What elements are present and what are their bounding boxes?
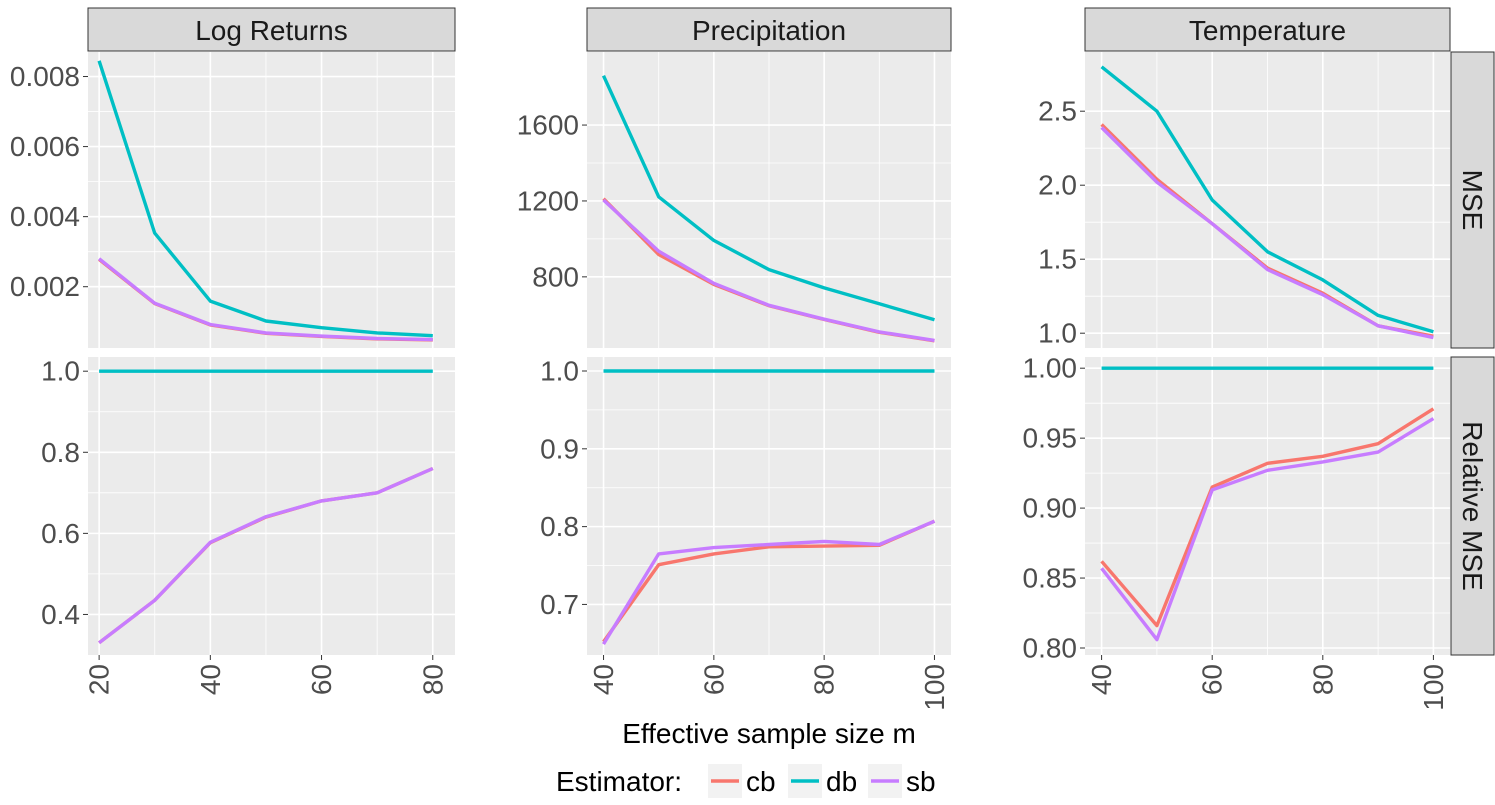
y-tick-label: 1.0 [1038, 318, 1077, 349]
series-line-db [1100, 65, 1434, 334]
y-tick-label: 1.5 [1038, 244, 1077, 275]
panel-log-returns-relative-mse: 0.4 0.6 0.8 1.0 20 40 60 80 [41, 356, 455, 695]
series-line-sb [602, 198, 935, 343]
column-strip-label: Precipitation [692, 15, 846, 46]
x-tick-label: 40 [1086, 664, 1117, 695]
y-tick-label: 1600 [517, 110, 579, 141]
row-strip-label: Relative MSE [1457, 421, 1488, 591]
y-tick-label: 1.00 [1023, 353, 1078, 384]
column-strip-log-returns: Log Returns [87, 7, 456, 52]
y-tick-label: 800 [532, 261, 579, 292]
legend-label: sb [906, 766, 936, 797]
series-line-sb [98, 257, 433, 342]
legend: Estimator: cb db sb [556, 764, 936, 798]
y-tick-label: 1.0 [540, 356, 579, 387]
panel-precipitation-relative-mse: 0.7 0.8 0.9 1.0 40 60 80 100 [540, 356, 951, 711]
row-strip-label: MSE [1457, 170, 1488, 231]
x-tick-label: 100 [919, 664, 950, 711]
column-strip-precipitation: Precipitation [586, 7, 952, 52]
y-tick-label: 0.7 [540, 589, 579, 620]
x-tick-label: 100 [1418, 664, 1449, 711]
y-tick-label: 1.0 [41, 356, 80, 387]
y-tick-label: 0.90 [1023, 493, 1078, 524]
series-line-cb [1100, 407, 1435, 628]
legend-title: Estimator: [556, 766, 682, 797]
y-tick-label: 1200 [517, 185, 579, 216]
legend-item-db: db [788, 764, 857, 798]
legend-item-sb: sb [868, 764, 936, 798]
y-tick-label: 0.95 [1023, 423, 1078, 454]
y-tick-label: 2.5 [1038, 96, 1077, 127]
row-strip-mse: MSE [1450, 51, 1495, 349]
y-tick-label: 0.85 [1023, 563, 1078, 594]
strip-background [1450, 356, 1495, 656]
series-line-sb [1100, 417, 1435, 642]
series-line-db [97, 60, 433, 338]
row-strip-relative-mse: Relative MSE [1450, 356, 1495, 656]
strip-background [87, 7, 456, 52]
y-tick-label: 0.002 [10, 271, 80, 302]
legend-label: db [826, 766, 857, 797]
y-tick-label: 0.8 [540, 511, 579, 542]
y-tick-label: 0.006 [10, 131, 80, 162]
panel-temperature-mse: 1.0 1.5 2.0 2.5 [1038, 52, 1450, 349]
legend-item-cb: cb [708, 764, 776, 798]
x-tick-label: 20 [84, 664, 115, 695]
y-tick-label: 0.6 [41, 518, 80, 549]
x-tick-label: 40 [195, 664, 226, 695]
panel-precipitation-mse: 800 1200 1600 [517, 52, 951, 348]
y-tick-label: 0.008 [10, 61, 80, 92]
y-tick-label: 0.4 [41, 599, 80, 630]
x-tick-label: 80 [417, 664, 448, 695]
y-tick-label: 0.004 [10, 201, 80, 232]
y-tick-label: 2.0 [1038, 170, 1077, 201]
x-axis-title: Effective sample size m [622, 718, 916, 749]
y-tick-label: 0.80 [1023, 633, 1078, 664]
strip-background [1084, 7, 1451, 52]
strip-background [1450, 51, 1495, 349]
x-tick-label: 60 [1197, 664, 1228, 695]
panel-temperature-relative-mse: 0.80 0.85 0.90 0.95 1.00 40 60 80 100 [1023, 353, 1450, 711]
legend-label: cb [746, 766, 776, 797]
y-tick-label: 0.9 [540, 433, 579, 464]
x-tick-label: 60 [698, 664, 729, 695]
column-strip-temperature: Temperature [1084, 7, 1451, 52]
x-tick-label: 40 [588, 664, 619, 695]
strip-background [586, 7, 952, 52]
panel-log-returns-mse: 0.002 0.004 0.006 0.008 [10, 52, 455, 348]
series-line-sb [98, 466, 434, 645]
series-line-sb [602, 519, 936, 645]
x-tick-label: 80 [1307, 664, 1338, 695]
column-strip-label: Temperature [1189, 15, 1346, 46]
series-line-db [601, 74, 935, 322]
column-strip-label: Log Returns [195, 15, 348, 46]
series-line-sb [1100, 126, 1434, 340]
y-tick-label: 0.8 [41, 437, 80, 468]
x-tick-label: 60 [306, 664, 337, 695]
x-tick-label: 80 [809, 664, 840, 695]
